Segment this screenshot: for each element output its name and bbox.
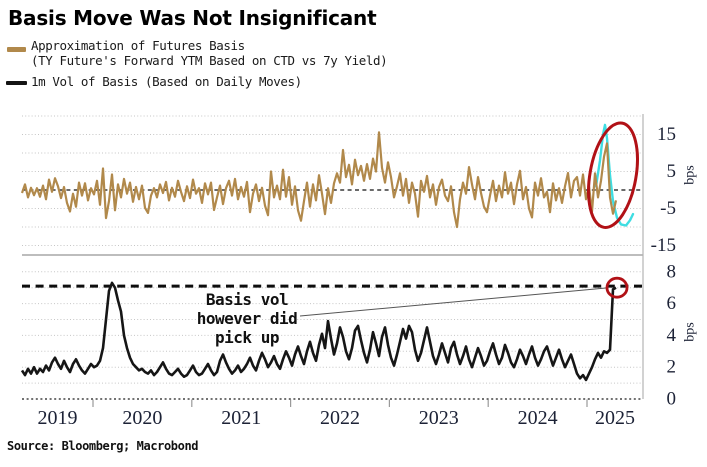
legend-basis-line1: Approximation of Futures Basis: [31, 38, 245, 53]
legend-swatch-basis: [7, 47, 26, 52]
y-tick-label: 2: [667, 357, 677, 378]
legend-basis-line2: (TY Future's Forward YTM Based on CTD vs…: [31, 53, 388, 68]
y-axis-unit-label: bps: [683, 165, 698, 184]
y-tick-label: 8: [667, 261, 677, 282]
highlight-circle: [605, 276, 629, 299]
x-axis-year-label: 2020: [122, 407, 162, 429]
legend-label-basis: Approximation of Futures Basis (TY Futur…: [31, 38, 388, 68]
y-axis-unit-label: bps: [683, 322, 698, 341]
annotation-line-1: Basis vol: [205, 290, 289, 309]
x-axis-year-label: 2025: [595, 407, 635, 429]
legend-swatch-vol: [6, 81, 27, 85]
basis-series-line: [20, 131, 618, 229]
annotation-leader-line: [299, 287, 607, 317]
source-credit: Source: Bloomberg; Macrobond: [7, 439, 199, 453]
vol-series-line: [20, 281, 617, 382]
chart-annotation-text: Basis vol however did pick up: [157, 290, 337, 347]
legend-vol-line1: 1m Vol of Basis (Based on Daily Moves): [31, 74, 302, 89]
annotation-line-2: however did: [196, 309, 298, 328]
y-tick-label: 6: [667, 293, 677, 314]
legend-label-vol: 1m Vol of Basis (Based on Daily Moves): [31, 74, 302, 89]
annotation-line-3: pick up: [215, 328, 279, 347]
x-axis-year-label: 2023: [419, 407, 459, 429]
y-tick-label: -15: [651, 235, 676, 256]
y-tick-label: 15: [657, 124, 676, 145]
y-tick-label: 5: [667, 161, 677, 182]
chart-title: Basis Move Was Not Insignificant: [8, 6, 377, 30]
y-tick-label: 0: [667, 389, 677, 410]
x-axis-year-label: 2019: [38, 407, 78, 429]
y-tick-label: -5: [660, 198, 676, 219]
x-axis-year-label: 2021: [221, 407, 261, 429]
highlight-ellipse: [587, 121, 639, 229]
y-tick-label: 4: [667, 325, 677, 346]
x-axis-year-label: 2024: [518, 407, 558, 429]
x-axis-year-label: 2022: [320, 407, 360, 429]
